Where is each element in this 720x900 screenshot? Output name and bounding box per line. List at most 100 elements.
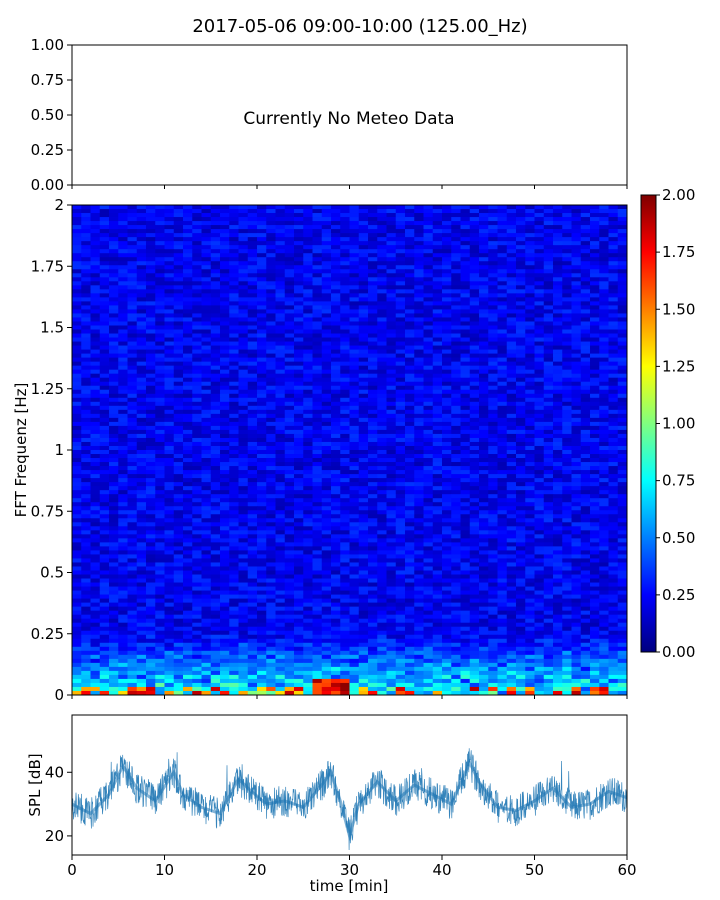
heatmap-cell <box>386 357 397 362</box>
heatmap-cell <box>155 534 165 539</box>
heatmap-cell <box>451 273 461 278</box>
heatmap-cell <box>312 506 323 511</box>
heatmap-cell <box>386 313 397 318</box>
heatmap-cell <box>460 450 471 455</box>
heatmap-cell <box>516 401 526 407</box>
heatmap-cell <box>136 474 147 479</box>
heatmap-cell <box>386 205 397 210</box>
heatmap-cell <box>146 329 156 334</box>
heatmap-cell <box>210 309 221 314</box>
heatmap-cell <box>469 445 480 451</box>
heatmap-cell <box>238 425 249 431</box>
heatmap-cell <box>386 534 397 539</box>
heatmap-cell <box>229 277 239 282</box>
heatmap-cell <box>414 301 424 306</box>
heatmap-cell <box>155 401 165 407</box>
heatmap-cell <box>312 305 323 310</box>
heatmap-cell <box>386 273 397 278</box>
heatmap-cell <box>183 285 193 290</box>
heatmap-cell <box>257 445 267 451</box>
heatmap-cell <box>331 237 341 242</box>
heatmap-cell <box>155 329 165 334</box>
heatmap-cell <box>275 217 286 222</box>
heatmap-cell <box>164 437 175 443</box>
heatmap-cell <box>146 261 156 266</box>
heatmap-cell <box>377 373 387 379</box>
heatmap-cell <box>543 381 554 387</box>
heatmap-cell <box>220 478 230 483</box>
heatmap-cell <box>608 209 619 214</box>
heatmap-cell <box>340 277 350 282</box>
heatmap-cell <box>451 249 461 254</box>
heatmap-cell <box>451 433 461 439</box>
heatmap-cell <box>192 265 202 270</box>
heatmap-cell <box>109 309 119 314</box>
heatmap-cell <box>136 321 147 326</box>
heatmap-cell <box>220 369 230 374</box>
heatmap-cell <box>164 441 175 447</box>
heatmap-cell <box>201 498 212 503</box>
heatmap-cell <box>275 409 286 415</box>
heatmap-cell <box>238 498 249 503</box>
heatmap-cell <box>377 313 387 318</box>
heatmap-cell <box>358 393 369 399</box>
heatmap-cell <box>266 429 276 435</box>
heatmap-cell <box>275 522 286 527</box>
heatmap-cell <box>340 437 350 443</box>
heatmap-cell <box>553 470 563 475</box>
heatmap-cell <box>516 373 526 379</box>
heatmap-cell <box>571 221 582 226</box>
heatmap-cell <box>275 309 286 314</box>
heatmap-cell <box>580 498 591 503</box>
heatmap-cell <box>136 502 147 507</box>
heatmap-cell <box>479 277 489 282</box>
heatmap-cell <box>229 381 239 387</box>
heatmap-cell <box>580 450 591 455</box>
heatmap-cell <box>423 309 434 314</box>
heatmap-cell <box>516 249 526 254</box>
heatmap-cell <box>571 209 582 214</box>
heatmap-cell <box>442 498 452 503</box>
heatmap-cell <box>210 373 221 379</box>
heatmap-cell <box>164 490 175 495</box>
heatmap-cell <box>543 522 554 527</box>
heatmap-cell <box>109 265 119 270</box>
heatmap-cell <box>109 249 119 254</box>
heatmap-cell <box>164 425 175 431</box>
heatmap-cell <box>395 466 406 471</box>
heatmap-cell <box>229 397 239 403</box>
heatmap-cell <box>99 490 110 495</box>
heatmap-cell <box>423 494 434 499</box>
heatmap-cell <box>164 458 175 463</box>
heatmap-cell <box>127 458 138 463</box>
heatmap-cell <box>183 534 193 539</box>
heatmap-cell <box>183 462 193 467</box>
heatmap-cell <box>331 421 341 427</box>
heatmap-cell <box>488 357 498 362</box>
heatmap-cell <box>562 474 572 479</box>
heatmap-cell <box>192 462 202 467</box>
heatmap-cell <box>136 458 147 463</box>
heatmap-cell <box>488 437 498 443</box>
heatmap-cell <box>109 377 119 383</box>
heatmap-cell <box>201 458 212 463</box>
heatmap-cell <box>543 309 554 314</box>
heatmap-cell <box>469 253 480 258</box>
heatmap-cell <box>266 313 276 318</box>
heatmap-cell <box>173 502 184 507</box>
heatmap-cell <box>553 285 563 290</box>
heatmap-cell <box>506 213 517 218</box>
heatmap-cell <box>294 381 304 387</box>
heatmap-cell <box>516 245 526 250</box>
heatmap-cell <box>127 277 138 282</box>
heatmap-cell <box>534 373 545 379</box>
heatmap-cell <box>257 470 267 475</box>
heatmap-cell <box>432 273 443 278</box>
heatmap-cell <box>247 478 258 483</box>
heatmap-cell <box>312 245 323 250</box>
heatmap-cell <box>414 253 424 258</box>
heatmap-cell <box>294 329 304 334</box>
heatmap-cell <box>220 241 230 246</box>
heatmap-cell <box>72 301 82 306</box>
heatmap-cell <box>423 385 434 391</box>
